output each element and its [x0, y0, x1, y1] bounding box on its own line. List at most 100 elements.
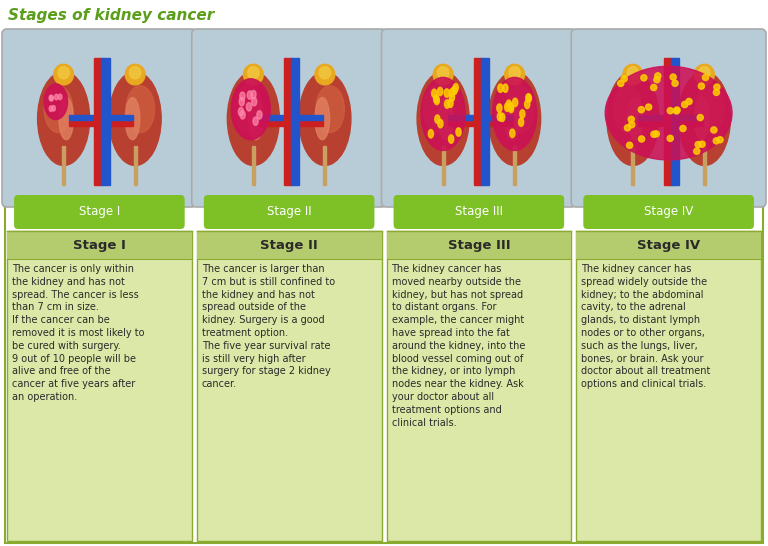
Ellipse shape — [694, 148, 700, 155]
FancyBboxPatch shape — [571, 29, 766, 207]
Bar — [300, 121, 323, 126]
Bar — [259, 115, 286, 120]
Ellipse shape — [509, 67, 521, 79]
Bar — [576, 231, 761, 259]
Ellipse shape — [497, 112, 502, 121]
Bar — [449, 115, 476, 120]
Ellipse shape — [699, 141, 705, 147]
Ellipse shape — [695, 86, 724, 133]
Text: Stage IV: Stage IV — [644, 205, 694, 218]
FancyBboxPatch shape — [382, 29, 576, 207]
Ellipse shape — [653, 131, 660, 137]
Ellipse shape — [526, 94, 531, 102]
Bar — [134, 146, 137, 185]
Bar — [284, 58, 292, 185]
Text: Stage I: Stage I — [79, 205, 120, 218]
Text: The kidney cancer has
spread widely outside the
kidney; to the abdominal
cavity,: The kidney cancer has spread widely outs… — [581, 264, 710, 389]
Bar — [101, 58, 110, 185]
Text: Stage III: Stage III — [448, 239, 510, 252]
Bar — [513, 146, 516, 185]
Ellipse shape — [713, 84, 720, 90]
FancyBboxPatch shape — [2, 29, 197, 207]
Ellipse shape — [49, 106, 53, 111]
Ellipse shape — [505, 103, 510, 111]
Bar — [489, 121, 513, 126]
Ellipse shape — [449, 88, 455, 97]
Bar — [323, 146, 326, 185]
Ellipse shape — [674, 107, 680, 113]
Bar — [291, 58, 300, 185]
Ellipse shape — [453, 84, 458, 92]
Ellipse shape — [44, 86, 73, 133]
Ellipse shape — [518, 118, 524, 127]
Ellipse shape — [650, 85, 657, 91]
Ellipse shape — [682, 102, 688, 108]
Bar — [664, 58, 672, 185]
Bar — [489, 115, 513, 120]
Text: The cancer is only within
the kidney and has not
spread. The cancer is less
than: The cancer is only within the kidney and… — [12, 264, 144, 402]
Bar — [197, 231, 382, 259]
Ellipse shape — [421, 78, 465, 151]
Ellipse shape — [498, 84, 503, 92]
Ellipse shape — [227, 72, 280, 165]
Ellipse shape — [697, 115, 703, 121]
Ellipse shape — [247, 91, 253, 99]
Ellipse shape — [621, 76, 627, 82]
Ellipse shape — [488, 72, 541, 165]
Ellipse shape — [58, 67, 69, 79]
Ellipse shape — [624, 124, 631, 131]
Ellipse shape — [694, 64, 714, 85]
Text: The kidney cancer has
moved nearby outside the
kidney, but has not spread
to dis: The kidney cancer has moved nearby outsi… — [392, 264, 525, 428]
Ellipse shape — [433, 64, 453, 85]
Ellipse shape — [243, 64, 263, 85]
Ellipse shape — [510, 129, 515, 138]
FancyBboxPatch shape — [584, 195, 754, 229]
Bar — [7, 231, 192, 541]
Ellipse shape — [38, 72, 90, 165]
Ellipse shape — [605, 66, 732, 160]
Ellipse shape — [449, 135, 454, 143]
Bar — [110, 121, 134, 126]
Ellipse shape — [240, 92, 245, 100]
FancyBboxPatch shape — [393, 195, 564, 229]
FancyBboxPatch shape — [192, 29, 386, 207]
Ellipse shape — [424, 86, 452, 133]
Ellipse shape — [508, 104, 514, 112]
Ellipse shape — [703, 74, 709, 81]
Ellipse shape — [417, 72, 469, 165]
Ellipse shape — [239, 97, 244, 106]
Ellipse shape — [505, 98, 519, 140]
Ellipse shape — [614, 86, 642, 133]
Ellipse shape — [448, 99, 453, 108]
Ellipse shape — [699, 67, 710, 79]
Bar — [300, 115, 323, 120]
Bar — [62, 146, 65, 185]
Ellipse shape — [315, 98, 329, 140]
Ellipse shape — [627, 142, 633, 149]
Ellipse shape — [674, 108, 680, 114]
Ellipse shape — [109, 72, 161, 165]
Bar — [386, 231, 571, 259]
FancyBboxPatch shape — [14, 195, 184, 229]
Bar — [259, 121, 286, 126]
Ellipse shape — [126, 86, 154, 133]
Ellipse shape — [456, 128, 461, 136]
Ellipse shape — [58, 94, 62, 100]
Text: The cancer is larger than
7 cm but is still confined to
the kidney and has not
s: The cancer is larger than 7 cm but is st… — [202, 264, 335, 389]
Bar — [638, 115, 666, 120]
Ellipse shape — [445, 100, 450, 108]
Ellipse shape — [249, 98, 263, 140]
Ellipse shape — [319, 67, 330, 79]
Ellipse shape — [667, 108, 674, 114]
Ellipse shape — [623, 64, 643, 85]
Ellipse shape — [438, 120, 443, 128]
Ellipse shape — [646, 104, 652, 110]
Ellipse shape — [629, 122, 635, 128]
Ellipse shape — [252, 98, 257, 106]
Ellipse shape — [508, 103, 513, 111]
Text: Stage II: Stage II — [266, 205, 312, 218]
Ellipse shape — [51, 105, 55, 111]
Ellipse shape — [438, 67, 449, 79]
Ellipse shape — [627, 67, 638, 79]
Bar — [670, 58, 679, 185]
